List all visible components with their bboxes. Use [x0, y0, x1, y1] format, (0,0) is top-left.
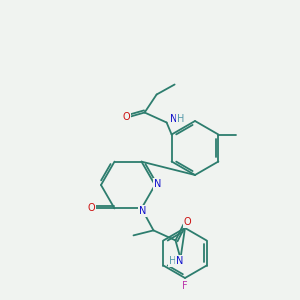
- Text: N: N: [169, 115, 177, 124]
- Text: H: H: [169, 256, 176, 266]
- Text: O: O: [123, 112, 130, 122]
- Text: O: O: [88, 203, 95, 213]
- Text: N: N: [139, 206, 146, 216]
- Text: N: N: [154, 179, 162, 189]
- Text: H: H: [177, 115, 184, 124]
- Text: O: O: [184, 218, 191, 227]
- Text: N: N: [176, 256, 183, 266]
- Text: F: F: [182, 281, 188, 291]
